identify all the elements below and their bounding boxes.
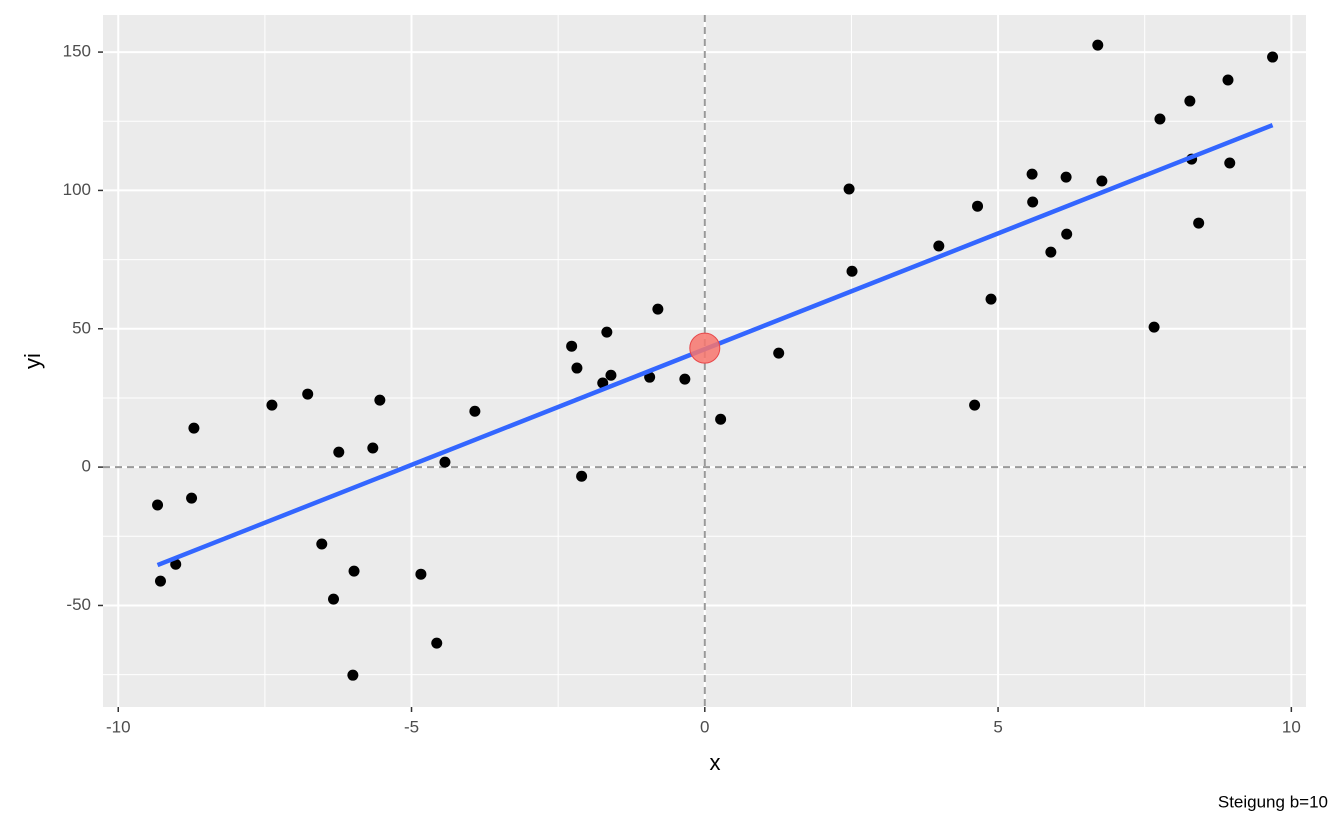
y-tick-label: 0 xyxy=(82,457,91,476)
point xyxy=(773,347,785,359)
point xyxy=(328,593,340,605)
x-tick-label: 5 xyxy=(993,717,1002,736)
x-tick-label: -10 xyxy=(106,717,131,736)
x-tick-label: 10 xyxy=(1282,717,1301,736)
y-tick-label: 50 xyxy=(72,318,91,337)
point xyxy=(1027,196,1039,208)
point xyxy=(266,399,278,411)
point xyxy=(972,200,984,212)
point xyxy=(644,371,656,383)
point xyxy=(316,538,328,550)
point xyxy=(652,303,664,315)
point xyxy=(985,293,997,305)
y-tick-label: 100 xyxy=(63,180,91,199)
point xyxy=(170,558,182,570)
point xyxy=(843,183,855,195)
x-axis-title: x xyxy=(710,750,721,775)
point xyxy=(469,405,481,417)
point xyxy=(415,568,427,580)
point xyxy=(601,326,613,338)
point xyxy=(1193,217,1205,229)
point xyxy=(571,362,583,374)
point xyxy=(715,413,727,425)
point xyxy=(1267,51,1279,63)
y-axis-title: yi xyxy=(20,353,45,369)
point xyxy=(597,377,609,389)
point xyxy=(1154,113,1166,125)
point xyxy=(1092,39,1104,51)
point xyxy=(348,565,360,577)
y-tick-label: -50 xyxy=(66,595,91,614)
point xyxy=(566,340,578,352)
point xyxy=(1061,228,1073,240)
point xyxy=(1045,246,1057,258)
point xyxy=(969,399,981,411)
y-tick-label: 150 xyxy=(63,42,91,61)
point xyxy=(186,492,198,504)
point xyxy=(431,637,443,649)
highlight-point xyxy=(689,332,721,364)
point xyxy=(439,456,451,468)
point xyxy=(188,422,200,434)
point xyxy=(933,240,945,252)
point xyxy=(1060,171,1072,183)
point xyxy=(1148,321,1160,333)
point xyxy=(605,369,617,381)
point xyxy=(347,669,359,681)
point xyxy=(367,442,379,454)
point xyxy=(333,446,345,458)
point xyxy=(1224,157,1236,169)
point xyxy=(152,499,164,511)
point xyxy=(1222,74,1234,86)
x-tick-label: 0 xyxy=(700,717,709,736)
point xyxy=(679,373,691,385)
x-tick-label: -5 xyxy=(404,717,419,736)
point xyxy=(1096,175,1108,187)
point xyxy=(576,470,588,482)
point xyxy=(1026,168,1038,180)
point xyxy=(846,265,858,277)
point xyxy=(154,575,166,587)
point xyxy=(302,388,314,400)
point xyxy=(374,394,386,406)
point xyxy=(1184,95,1196,107)
caption: Steigung b=10 xyxy=(1218,792,1328,811)
